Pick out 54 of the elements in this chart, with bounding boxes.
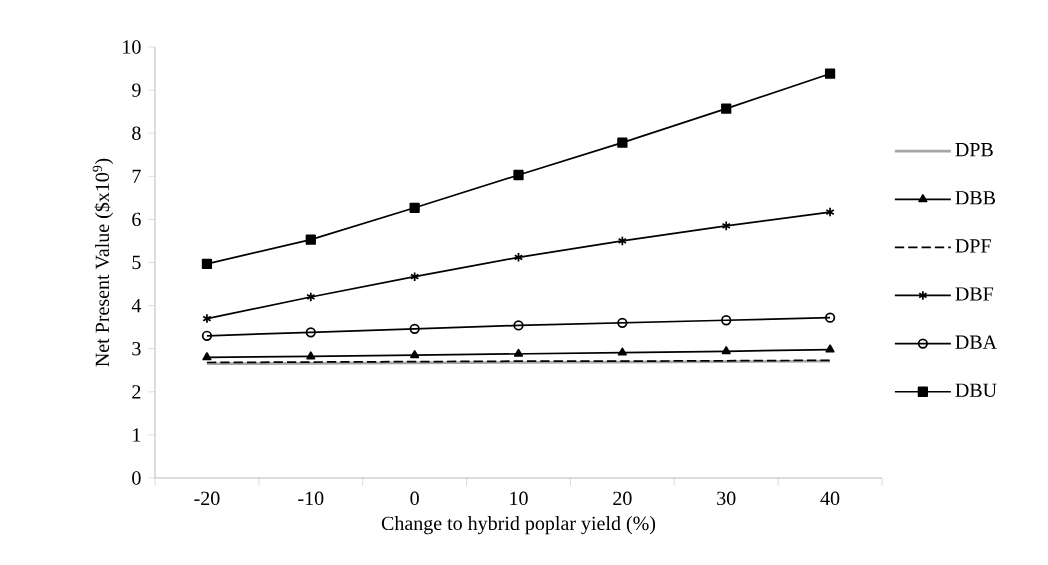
y-tick-label: 0 bbox=[132, 471, 141, 485]
point bbox=[824, 68, 836, 79]
point bbox=[201, 258, 213, 269]
y-tick-label: 7 bbox=[132, 169, 141, 183]
point bbox=[617, 137, 628, 148]
point bbox=[305, 234, 316, 245]
point bbox=[202, 313, 212, 324]
x-tick-label: 30 bbox=[717, 491, 736, 506]
y-tick-label: 2 bbox=[132, 385, 141, 399]
point bbox=[617, 235, 627, 247]
y-tick-label: 10 bbox=[123, 40, 141, 54]
point bbox=[409, 202, 420, 213]
x-tick-label: 20 bbox=[613, 491, 632, 506]
point bbox=[617, 347, 627, 356]
point bbox=[513, 348, 524, 357]
legend-label: DBF bbox=[955, 287, 994, 301]
point bbox=[202, 352, 212, 361]
point bbox=[305, 327, 316, 338]
y-tick-label: 9 bbox=[132, 83, 141, 97]
point bbox=[617, 317, 628, 328]
y-tick-label: 3 bbox=[132, 341, 141, 356]
point bbox=[306, 351, 316, 360]
x-tick-label: -20 bbox=[194, 491, 220, 506]
y-tick-label: 6 bbox=[132, 212, 141, 227]
point bbox=[825, 344, 835, 353]
point bbox=[721, 103, 732, 114]
point bbox=[513, 169, 524, 181]
legend-label: DPB bbox=[955, 143, 993, 157]
x-tick-label: 0 bbox=[410, 491, 419, 506]
point bbox=[409, 323, 420, 335]
legend-label: DBA bbox=[955, 335, 997, 349]
point bbox=[825, 206, 835, 218]
point bbox=[824, 312, 836, 323]
point bbox=[513, 320, 524, 331]
point bbox=[513, 252, 524, 263]
point bbox=[721, 346, 731, 355]
point bbox=[721, 315, 732, 326]
x-tick-label: 40 bbox=[820, 491, 840, 506]
legend-label: DBU bbox=[955, 383, 997, 397]
point bbox=[306, 291, 316, 303]
y-tick-label: 1 bbox=[133, 428, 141, 442]
point bbox=[721, 220, 731, 231]
y-tick-label: 5 bbox=[132, 255, 141, 270]
point bbox=[410, 271, 420, 282]
point bbox=[410, 350, 420, 359]
y-axis-title: Net Present Value ($x10$^{9}$) bbox=[92, 158, 114, 367]
x-tick-label: -10 bbox=[298, 491, 324, 506]
legend-label: DBB bbox=[955, 191, 995, 205]
x-tick-label: 10 bbox=[510, 491, 528, 506]
x-axis-title: Change to hybrid poplar yield (%) bbox=[381, 516, 656, 535]
legend-label: DPF bbox=[955, 239, 991, 253]
y-tick-label: 8 bbox=[132, 126, 141, 140]
y-tick-label: 4 bbox=[131, 299, 142, 313]
point bbox=[201, 330, 213, 341]
